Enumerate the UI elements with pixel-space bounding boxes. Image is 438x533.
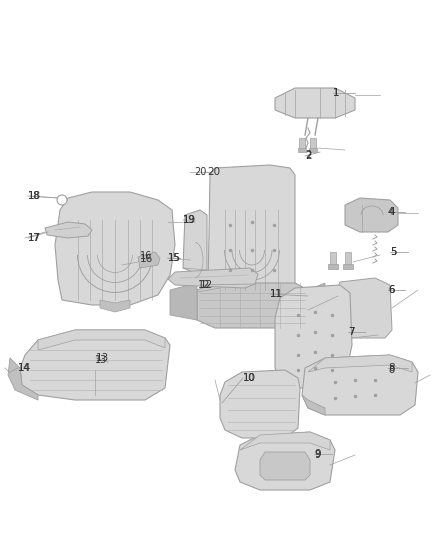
Polygon shape: [38, 330, 165, 350]
Polygon shape: [328, 264, 338, 269]
Polygon shape: [310, 138, 316, 150]
Polygon shape: [100, 300, 130, 312]
Text: 9: 9: [314, 449, 321, 459]
Text: 20: 20: [194, 167, 207, 177]
Text: 17: 17: [28, 233, 40, 243]
Polygon shape: [168, 268, 258, 288]
Text: 5: 5: [390, 247, 397, 257]
Text: 8: 8: [388, 365, 394, 375]
Polygon shape: [170, 283, 197, 320]
Text: 2: 2: [305, 150, 311, 160]
Text: 8: 8: [388, 363, 395, 373]
Text: 10: 10: [243, 373, 255, 383]
Text: 14: 14: [18, 363, 30, 373]
Text: 15: 15: [168, 253, 180, 263]
Polygon shape: [20, 330, 170, 400]
Text: 1: 1: [333, 88, 339, 98]
Text: 6: 6: [388, 285, 394, 295]
Text: 2: 2: [305, 151, 311, 161]
Text: 16: 16: [140, 254, 153, 264]
Text: 7: 7: [348, 327, 354, 337]
Polygon shape: [55, 192, 175, 305]
Text: 18: 18: [28, 191, 41, 201]
Text: 13: 13: [95, 355, 107, 365]
Text: 10: 10: [243, 373, 256, 383]
Text: 17: 17: [28, 233, 41, 243]
Text: 9: 9: [314, 450, 320, 460]
Polygon shape: [197, 283, 308, 328]
Text: 19: 19: [183, 215, 196, 225]
Text: 12: 12: [198, 280, 210, 290]
Text: 19: 19: [183, 215, 195, 225]
Polygon shape: [302, 355, 418, 415]
Polygon shape: [183, 210, 207, 275]
Text: 11: 11: [270, 289, 282, 299]
Polygon shape: [260, 452, 310, 480]
Text: 18: 18: [28, 191, 40, 201]
Text: 16: 16: [140, 251, 152, 261]
Polygon shape: [308, 283, 325, 320]
Polygon shape: [345, 252, 351, 268]
Polygon shape: [330, 252, 336, 268]
Polygon shape: [275, 88, 355, 118]
Text: 4: 4: [388, 207, 394, 217]
Polygon shape: [299, 138, 305, 150]
Text: 6: 6: [388, 285, 395, 295]
Polygon shape: [343, 264, 353, 269]
Polygon shape: [308, 355, 412, 372]
Polygon shape: [302, 395, 325, 415]
Text: 20: 20: [207, 167, 220, 177]
Text: 4: 4: [388, 207, 395, 217]
Polygon shape: [240, 432, 330, 450]
Polygon shape: [309, 148, 317, 152]
Text: 7: 7: [348, 327, 355, 337]
Polygon shape: [337, 278, 392, 338]
Polygon shape: [220, 370, 300, 438]
Polygon shape: [345, 198, 398, 232]
Circle shape: [57, 195, 67, 205]
Polygon shape: [208, 165, 295, 298]
Text: 13: 13: [96, 353, 109, 363]
Text: 15: 15: [168, 253, 181, 263]
Text: 11: 11: [270, 289, 283, 299]
Text: 1: 1: [333, 88, 339, 98]
Text: 5: 5: [390, 247, 396, 257]
Polygon shape: [235, 432, 335, 490]
Text: 12: 12: [200, 280, 213, 290]
Polygon shape: [275, 285, 352, 388]
Polygon shape: [298, 148, 306, 152]
Polygon shape: [138, 252, 160, 268]
Polygon shape: [45, 222, 92, 238]
Polygon shape: [8, 358, 38, 400]
Text: 14: 14: [18, 363, 31, 373]
